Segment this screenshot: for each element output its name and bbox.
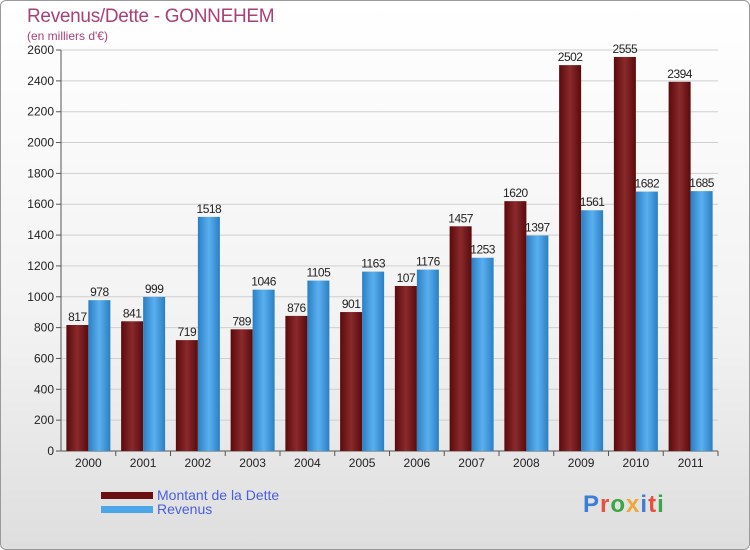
x-tick-label: 2006 (404, 456, 431, 470)
y-tick-label: 400 (34, 382, 54, 396)
y-tick-label: 2000 (27, 136, 54, 150)
y-tick-label: 200 (34, 413, 54, 427)
y-tick-label: 2400 (27, 74, 54, 88)
bar-dette (449, 226, 472, 451)
y-tick-label: 1800 (27, 166, 54, 180)
data-label-revenus: 1046 (251, 275, 277, 289)
legend-label-revenus: Revenus (157, 501, 213, 517)
x-tick-label: 2001 (130, 456, 157, 470)
y-tick-label: 1400 (27, 228, 54, 242)
data-label-dette: 841 (123, 306, 142, 320)
x-tick-label: 2002 (185, 456, 212, 470)
bar-dette (230, 329, 253, 451)
x-tick-label: 2003 (239, 456, 266, 470)
bar-dette (66, 324, 89, 451)
axes: 0 200 400 600 800 1000 1200 1400 1600 1800 2000 220… (27, 43, 719, 470)
proxiti-logo: Proxiti (583, 491, 665, 518)
legend: Montant de la Dette Revenus (101, 487, 280, 517)
bar-revenus (362, 271, 385, 451)
bar-dette (504, 201, 527, 451)
x-tick-label: 2000 (75, 456, 102, 470)
data-label-dette: 107 (397, 271, 416, 285)
data-label-revenus: 1397 (525, 221, 551, 235)
data-label-dette: 789 (232, 314, 251, 328)
data-label-revenus: 1176 (416, 255, 441, 269)
y-tick-label: 1600 (27, 197, 54, 211)
data-label-dette: 817 (68, 310, 87, 324)
chart-title: Revenus/Dette - GONNEHEM (27, 6, 275, 27)
y-tick-label: 600 (34, 351, 54, 365)
x-tick-label: 2008 (513, 456, 540, 470)
x-tick-label: 2005 (349, 456, 376, 470)
legend-swatch-revenus (101, 505, 153, 513)
data-label-revenus: 1163 (361, 257, 386, 271)
bar-dette (613, 56, 636, 452)
chart-subtitle: (en milliers d'€) (27, 29, 108, 43)
legend-swatch-debt (101, 491, 153, 499)
bar-dette (340, 312, 363, 451)
x-tick-label: 2009 (568, 456, 595, 470)
bar-dette (285, 315, 308, 451)
data-label-dette: 719 (178, 325, 197, 339)
x-tick-label: 2007 (458, 456, 485, 470)
bar-dette (394, 285, 417, 451)
data-label-dette: 2502 (558, 50, 584, 64)
x-tick-label: 2004 (294, 456, 321, 470)
bar-revenus (635, 191, 658, 451)
bar-revenus (526, 235, 549, 451)
y-tick-label: 1200 (27, 259, 54, 273)
legend-item-revenus: Revenus (101, 501, 279, 517)
data-label-revenus: 1682 (635, 177, 661, 191)
bar-revenus (690, 191, 713, 451)
y-tick-label: 0 (47, 444, 54, 458)
bar-revenus (307, 280, 330, 451)
data-label-revenus: 1518 (197, 202, 223, 216)
legend-item-debt: Montant de la Dette (101, 487, 280, 503)
data-label-revenus: 1561 (580, 195, 606, 209)
bar-dette (121, 321, 144, 451)
legend-label-debt: Montant de la Dette (157, 487, 280, 503)
data-label-revenus: 999 (145, 282, 164, 296)
x-tick-label: 2011 (678, 456, 704, 470)
data-label-revenus: 1253 (470, 243, 496, 257)
y-tick-label: 2200 (27, 105, 54, 119)
y-tick-label: 800 (34, 321, 54, 335)
data-label-revenus: 1105 (306, 266, 331, 280)
bar-revenus (252, 289, 275, 451)
grid-lines (61, 49, 718, 421)
data-label-dette: 2555 (613, 42, 639, 56)
data-label-dette: 901 (342, 297, 361, 311)
data-label-dette: 1457 (448, 211, 474, 225)
bars (66, 56, 713, 452)
data-label-dette: 2394 (667, 67, 693, 81)
y-tick-label: 1000 (27, 290, 54, 304)
bar-revenus (88, 300, 111, 451)
data-label-dette: 876 (287, 301, 306, 315)
data-label-dette: 1620 (503, 186, 529, 200)
bar-revenus (416, 269, 439, 451)
bar-revenus (197, 216, 220, 451)
bar-revenus (581, 210, 604, 451)
bar-dette (559, 65, 582, 451)
y-tick-label: 2600 (27, 43, 54, 57)
bar-revenus (143, 296, 166, 451)
x-tick-label: 2010 (623, 456, 650, 470)
data-label-revenus: 1685 (689, 176, 715, 190)
bar-dette (668, 81, 691, 451)
bar-revenus (471, 257, 494, 451)
data-label-revenus: 978 (90, 285, 109, 299)
bar-dette (175, 340, 198, 451)
